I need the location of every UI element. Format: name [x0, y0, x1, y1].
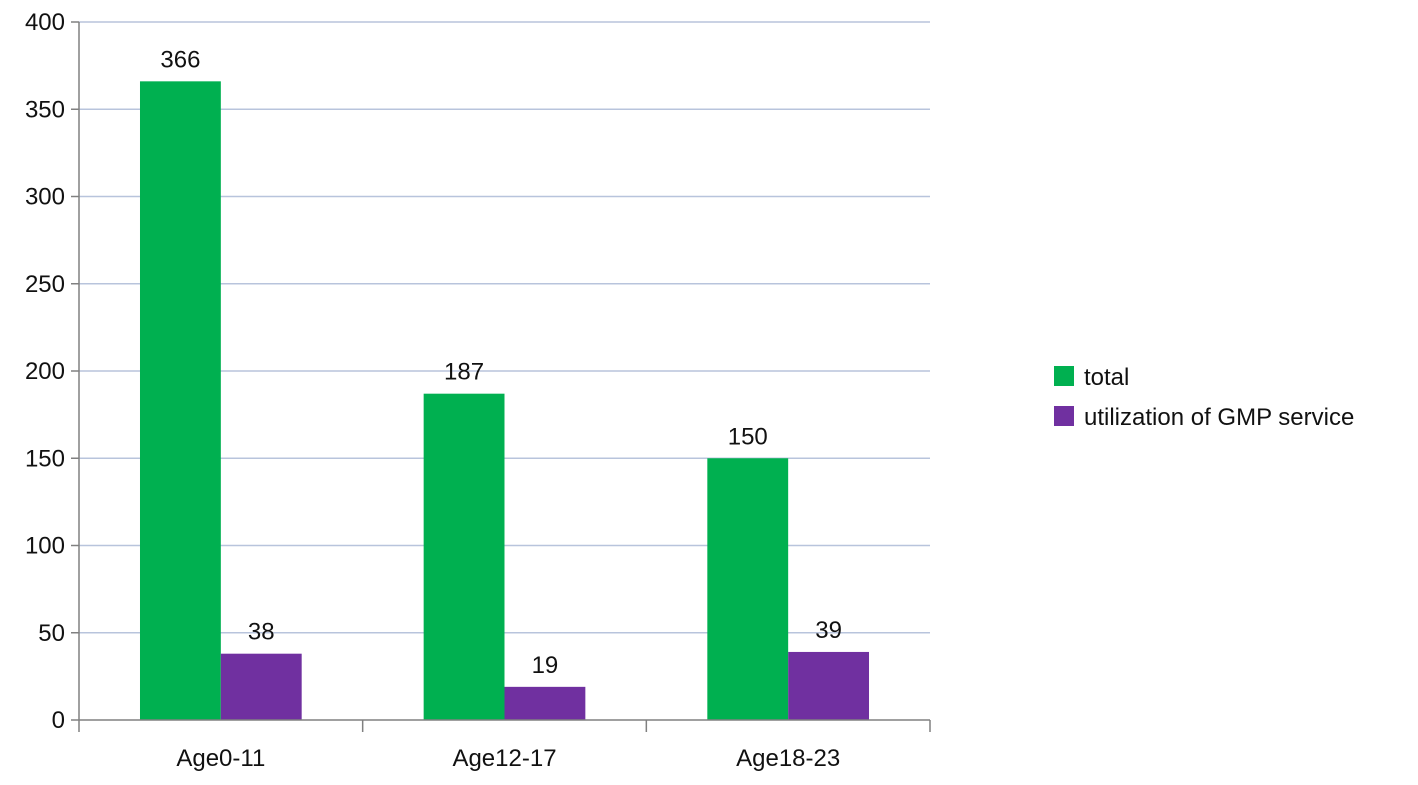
y-tick-label: 0: [52, 707, 65, 734]
legend-label: total: [1084, 364, 1129, 391]
y-tick-label: 200: [25, 358, 65, 385]
bar-utilization-of-gmp-service-2: [788, 651, 870, 720]
x-tick-label: Age12-17: [452, 745, 556, 772]
x-axis: Age0-11 Age12-17 Age18-23: [78, 719, 931, 772]
data-label: 187: [444, 359, 484, 386]
y-tick-label: 150: [25, 445, 65, 472]
data-label: 38: [248, 619, 275, 646]
data-label: 39: [815, 617, 842, 644]
bars: 366 38 187 19 150 39: [139, 46, 870, 720]
x-tick-label: Age0-11: [176, 745, 265, 772]
data-label: 150: [728, 423, 768, 450]
y-tick-label: 250: [25, 271, 65, 298]
y-tick-label: 50: [38, 620, 65, 647]
legend-swatch: [1054, 406, 1074, 426]
y-tick-label: 350: [25, 96, 65, 123]
x-tick-label: Age18-23: [736, 745, 840, 772]
y-axis: 0 50 100 150 200 250 300 350 400: [25, 9, 80, 734]
data-label: 366: [160, 46, 200, 73]
bar-total-1: [423, 393, 505, 720]
y-tick-label: 300: [25, 184, 65, 211]
legend-label: utilization of GMP service: [1084, 404, 1354, 431]
y-tick-label: 400: [25, 9, 65, 36]
y-tick-label: 100: [25, 533, 65, 560]
legend-swatch: [1054, 366, 1074, 386]
bar-total-0: [139, 81, 221, 720]
legend: total utilization of GMP service: [1054, 364, 1354, 431]
bar-total-2: [707, 458, 789, 720]
bar-utilization-of-gmp-service-0: [220, 653, 302, 720]
data-label: 19: [532, 652, 559, 679]
bar-utilization-of-gmp-service-1: [504, 686, 586, 720]
